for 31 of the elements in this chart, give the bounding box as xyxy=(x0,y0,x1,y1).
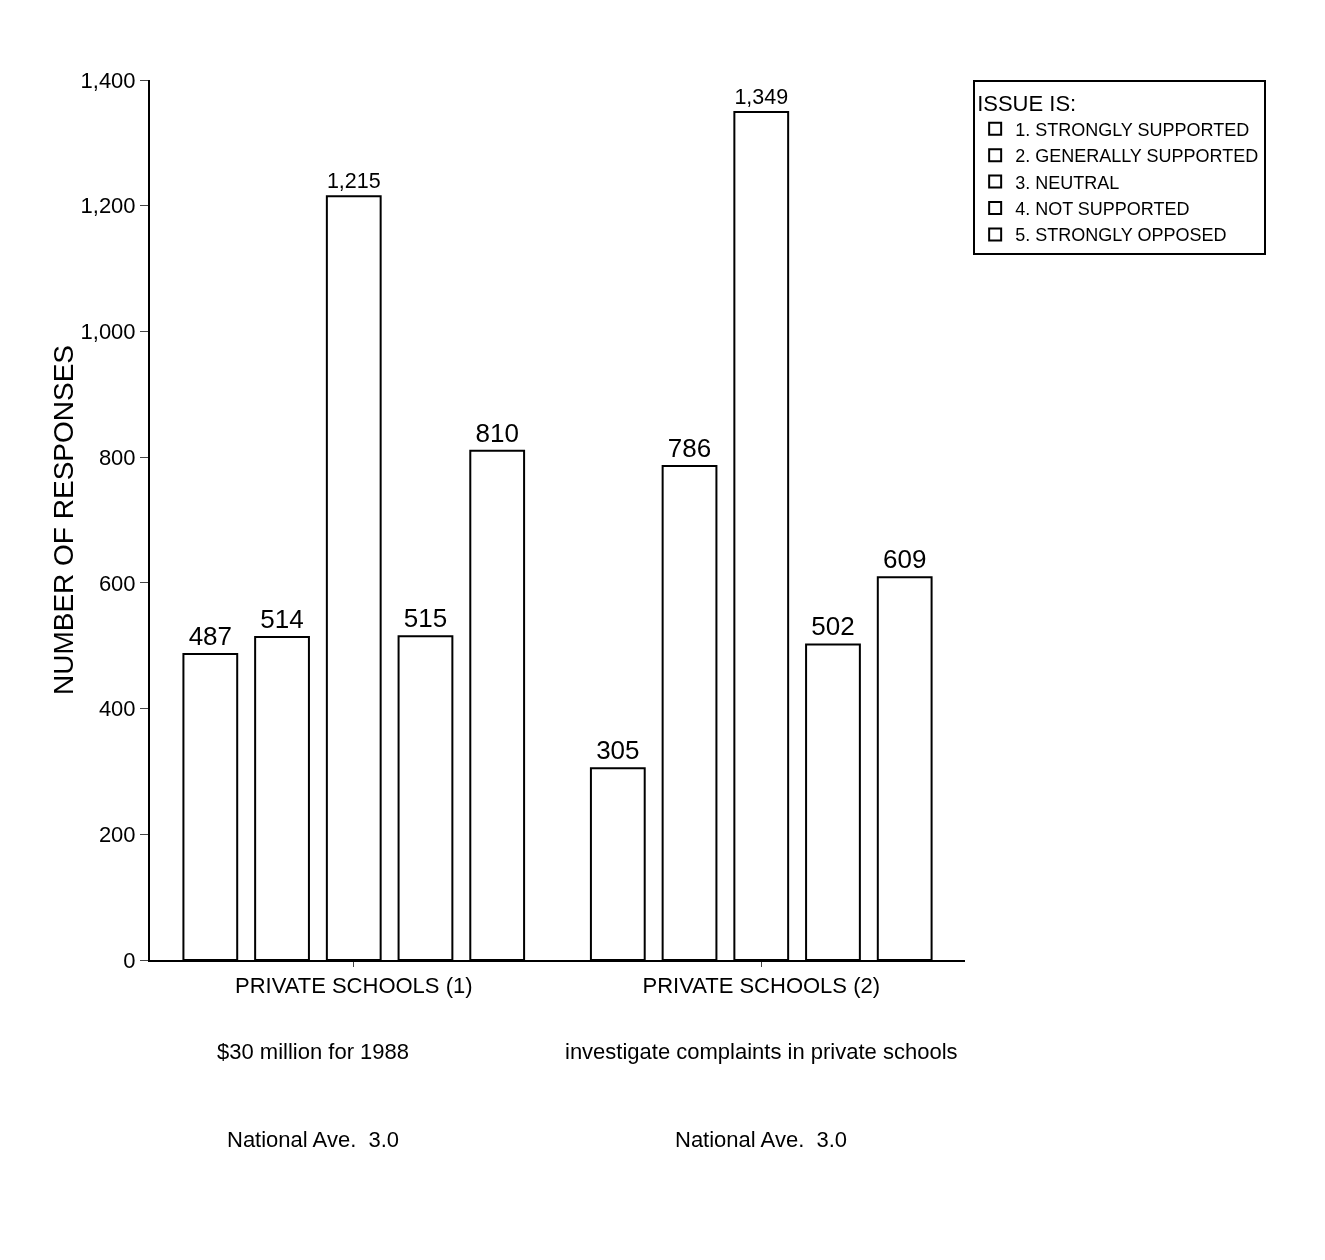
text: National Ave. 3.0 xyxy=(675,1127,848,1152)
y-tick-label: 0 xyxy=(123,947,136,973)
data-label: 502 xyxy=(811,611,855,642)
y-tick-label: 1,000 xyxy=(80,319,136,345)
data-label: 487 xyxy=(188,620,233,651)
data-label: 514 xyxy=(260,603,304,634)
data-label: 810 xyxy=(475,417,519,448)
y-tick-label: 1,200 xyxy=(80,193,136,219)
x-tick-label: PRIVATE SCHOOLS (2) xyxy=(642,973,881,999)
y-tick-label: 400 xyxy=(98,696,136,722)
y-axis-title: NUMBER OF RESPONSES xyxy=(47,344,79,696)
text: $30 million for 1988 xyxy=(217,1039,410,1064)
x-tick-label: PRIVATE SCHOOLS (1) xyxy=(234,973,473,999)
y-tick-label: 600 xyxy=(98,570,136,596)
data-label: 1,349 xyxy=(734,85,789,110)
legend-label: 1. STRONGLY SUPPORTED xyxy=(1015,119,1250,140)
data-label: 786 xyxy=(667,432,712,463)
legend-label: 3. NEUTRAL xyxy=(1015,172,1120,193)
text: investigate complaints in private schools xyxy=(565,1039,958,1064)
data-label: 1,215 xyxy=(326,169,381,194)
data-label: 305 xyxy=(596,735,640,766)
data-label: 515 xyxy=(403,603,448,634)
legend-label: 2. GENERALLY SUPPORTED xyxy=(1015,146,1259,167)
y-tick-label: 800 xyxy=(98,444,136,470)
data-label: 609 xyxy=(883,544,927,575)
y-tick-label: 1,400 xyxy=(80,67,136,93)
y-tick-label: 200 xyxy=(98,821,136,847)
legend-title: ISSUE IS: xyxy=(977,90,1077,116)
legend-label: 4. NOT SUPPORTED xyxy=(1015,199,1190,220)
legend-label: 5. STRONGLY OPPOSED xyxy=(1015,225,1227,246)
text: National Ave. 3.0 xyxy=(227,1127,400,1152)
